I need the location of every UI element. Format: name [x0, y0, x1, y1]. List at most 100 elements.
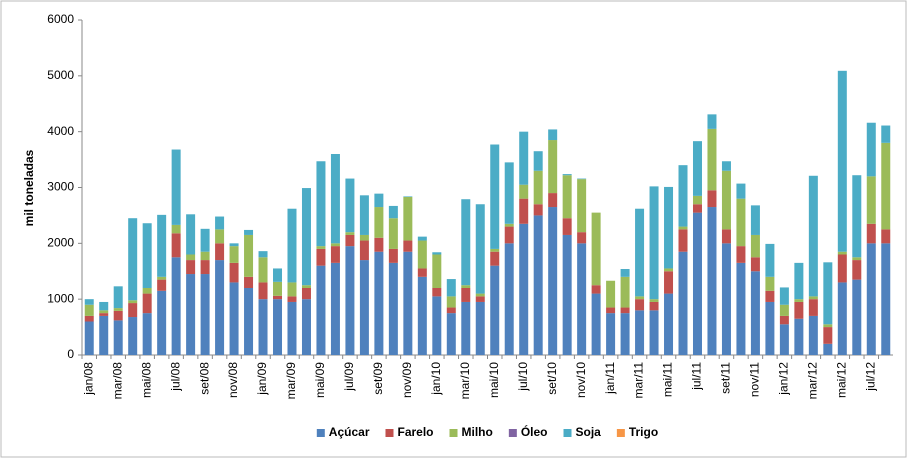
x-tick-label: jan/09: [255, 362, 269, 396]
x-tick-label: mai/08: [139, 362, 153, 398]
bar-segment: [606, 307, 616, 314]
bar-segment: [635, 208, 645, 297]
bar-segment: [99, 315, 109, 355]
bar-segment: [649, 299, 659, 302]
bar-segment: [649, 186, 659, 300]
bar-segment: [113, 310, 123, 321]
bar-segment: [779, 324, 789, 355]
bar-segment: [664, 186, 674, 269]
bar-segment: [84, 315, 94, 322]
bar-segment: [432, 296, 442, 355]
bar-segment: [794, 301, 804, 319]
bar-segment: [475, 296, 485, 302]
bar-segment: [215, 243, 225, 261]
bar-segment: [403, 251, 413, 355]
bar-segment: [229, 243, 239, 247]
bar-segment: [359, 195, 369, 235]
bar-segment: [273, 268, 283, 282]
bar-segment: [142, 288, 152, 294]
bar-segment: [432, 288, 442, 297]
bar-segment: [490, 251, 500, 266]
bar-segment: [692, 195, 702, 205]
legend-label: Farelo: [397, 425, 433, 439]
bar-segment: [301, 285, 311, 288]
bar-segment: [852, 279, 862, 355]
bar-segment: [548, 207, 558, 355]
legend-swatch: [449, 429, 458, 437]
bar-segment: [84, 304, 94, 316]
bar-segment: [852, 175, 862, 258]
bar-segment: [359, 240, 369, 261]
legend-label: Soja: [576, 425, 602, 439]
bar-segment: [359, 234, 369, 241]
bar-segment: [664, 293, 674, 355]
bar-segment: [258, 251, 268, 258]
bar-segment: [808, 296, 818, 300]
x-tick-label: set/11: [719, 362, 733, 394]
bar-segment: [562, 218, 572, 235]
bar-segment: [417, 268, 427, 277]
bar-segment: [345, 246, 355, 355]
bar-segment: [504, 226, 514, 244]
bar-segment: [330, 243, 340, 247]
bar-segment: [678, 165, 688, 227]
bar-segment: [490, 265, 500, 355]
bar-segment: [866, 243, 876, 355]
bar-segment: [316, 265, 326, 355]
bar-segment: [635, 296, 645, 300]
bar-segment: [678, 229, 688, 252]
bar-segment: [330, 154, 340, 244]
bar-segment: [881, 125, 891, 143]
bar-segment: [519, 223, 529, 355]
bar-segment: [128, 218, 138, 301]
bar-segment: [779, 304, 789, 316]
bar-segment: [837, 282, 847, 355]
bar-segment: [417, 276, 427, 355]
bar-segment: [837, 254, 847, 283]
x-tick-label: set/09: [371, 362, 385, 395]
bar-segment: [186, 274, 196, 355]
bar-segment: [736, 246, 746, 263]
bar-segment: [649, 301, 659, 311]
legend-swatch: [316, 429, 325, 437]
bar-segment: [287, 208, 297, 283]
bar-segment: [577, 178, 587, 180]
bar-segment: [837, 70, 847, 252]
bar-segment: [736, 198, 746, 247]
bar-segment: [721, 161, 731, 171]
bar-segment: [229, 246, 239, 263]
x-tick-label: jan/11: [603, 362, 617, 395]
bar-segment: [432, 254, 442, 288]
bar-segment: [823, 343, 833, 355]
bar-segment: [244, 234, 254, 277]
bar-segment: [142, 313, 152, 355]
bar-segment: [446, 307, 456, 314]
x-tick-label: set/08: [197, 362, 211, 395]
bar-segment: [215, 260, 225, 355]
x-tick-label: jul/12: [863, 362, 877, 392]
bar-segment: [490, 144, 500, 249]
bar-segment: [678, 251, 688, 355]
bar-segment: [403, 196, 413, 241]
bar-segment: [881, 229, 891, 244]
bar-segment: [649, 310, 659, 355]
bar-segment: [273, 281, 283, 296]
legend-swatch: [563, 429, 572, 437]
bar-segment: [577, 179, 587, 233]
bar-segment: [548, 140, 558, 194]
legend-item: Trigo: [616, 425, 658, 439]
bar-segment: [519, 184, 529, 199]
bar-segment: [171, 224, 181, 234]
bar-segment: [475, 204, 485, 294]
bar-segment: [461, 199, 471, 286]
bar-segment: [562, 174, 572, 176]
x-tick-label: nov/09: [400, 362, 414, 398]
bar-segment: [171, 233, 181, 258]
bar-segment: [692, 212, 702, 355]
legend-swatch: [508, 429, 517, 437]
y-tick-label: 4000: [47, 124, 74, 138]
bar-segment: [273, 299, 283, 355]
bar-segment: [301, 288, 311, 300]
bar-segment: [548, 193, 558, 208]
